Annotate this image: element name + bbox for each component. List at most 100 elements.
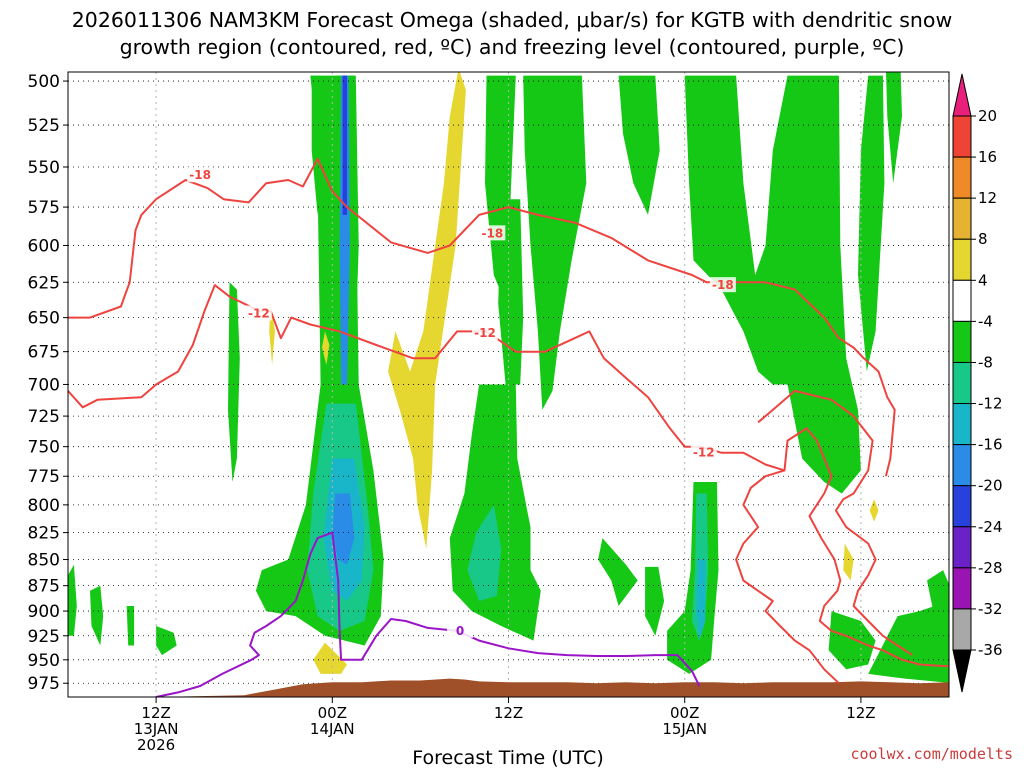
omega-region-3 bbox=[332, 493, 355, 565]
omega-region-28 bbox=[828, 611, 876, 670]
contour-label-bg bbox=[690, 444, 717, 460]
omega-region-31 bbox=[90, 585, 104, 646]
contour-line-1 bbox=[68, 284, 840, 684]
colorbar-label: 12 bbox=[978, 189, 997, 207]
colorbar-label: -20 bbox=[978, 477, 1003, 495]
colorbar-bin bbox=[952, 238, 972, 281]
contour-label-5: -12 bbox=[693, 446, 715, 460]
x-tick-label: 15JAN bbox=[662, 720, 707, 738]
omega-region-13 bbox=[869, 499, 879, 522]
y-tick-label: 625 bbox=[28, 273, 60, 293]
colorbar-bin bbox=[952, 156, 972, 199]
omega-region-34 bbox=[228, 282, 240, 482]
colorbar-bin bbox=[952, 197, 972, 240]
omega-region-15 bbox=[523, 75, 587, 410]
contour-line-2 bbox=[783, 427, 949, 668]
colorbar-label: -24 bbox=[978, 518, 1003, 536]
colorbar-bin bbox=[952, 115, 972, 158]
y-tick-label: 600 bbox=[28, 236, 60, 256]
colorbar-bin bbox=[952, 403, 972, 446]
x-tick-label: 13JAN bbox=[134, 720, 179, 738]
y-tick-label: 950 bbox=[28, 651, 60, 671]
omega-region-24 bbox=[696, 559, 706, 641]
omega-region-35 bbox=[886, 72, 902, 184]
x-axis-label: Forecast Time (UTC) bbox=[412, 747, 603, 768]
y-tick-label: 500 bbox=[28, 72, 60, 92]
y-tick-label: 975 bbox=[28, 674, 60, 694]
omega-region-26 bbox=[645, 566, 665, 636]
y-tick-label: 875 bbox=[28, 577, 60, 597]
omega-region-20 bbox=[498, 199, 524, 385]
omega-region-4 bbox=[311, 75, 322, 215]
contour-label-2: -18 bbox=[482, 226, 504, 240]
colorbar: 20 16 12 8 4 -4 -8 -12 -16 -20 -24 -28 -32 -36 bbox=[952, 73, 1003, 693]
contour-label-bg bbox=[447, 622, 474, 638]
chart-title-line2: growth region (contoured, red, ºC) and f… bbox=[120, 35, 905, 59]
colorbar-label: -12 bbox=[978, 395, 1003, 413]
x-tick-label: 14JAN bbox=[310, 720, 355, 738]
contour-lines: -18 -12 -18 -12 -18 -12 0 bbox=[68, 157, 949, 697]
colorbar-top-arrow bbox=[952, 73, 972, 117]
contour-label-bg bbox=[472, 324, 499, 340]
colorbar-label: 4 bbox=[978, 271, 988, 289]
contour-label-bg bbox=[709, 277, 736, 293]
y-tick-label: 525 bbox=[28, 116, 60, 136]
y-tick-label: 550 bbox=[28, 158, 60, 178]
y-tick-label: 675 bbox=[28, 343, 60, 363]
y-tick-label: 925 bbox=[28, 627, 60, 647]
y-tick-label: 700 bbox=[28, 375, 60, 395]
contour-label-3: -12 bbox=[474, 326, 496, 340]
contour-line-0 bbox=[68, 157, 896, 477]
y-tick-label: 575 bbox=[28, 198, 60, 218]
y-tick-label: 725 bbox=[28, 407, 60, 427]
omega-region-8 bbox=[388, 72, 466, 549]
colorbar-bin bbox=[952, 444, 972, 487]
colorbar-bin bbox=[952, 567, 972, 610]
colorbar-label: -8 bbox=[978, 353, 993, 371]
terrain-layer bbox=[68, 678, 949, 697]
omega-region-7 bbox=[342, 75, 347, 215]
y-tick-label: 775 bbox=[28, 467, 60, 487]
contour-label-1: -12 bbox=[248, 306, 270, 320]
omega-region-29 bbox=[927, 570, 949, 621]
terrain-fill bbox=[68, 678, 949, 697]
omega-region-9 bbox=[313, 642, 347, 674]
x-tick-label: 12Z bbox=[846, 704, 875, 722]
contour-line-3 bbox=[757, 389, 913, 656]
colorbar-bin bbox=[952, 608, 972, 651]
y-tick-label: 750 bbox=[28, 438, 60, 458]
x-tick-label: 12Z bbox=[141, 704, 170, 722]
omega-region-25 bbox=[598, 538, 638, 606]
colorbar-label: 8 bbox=[978, 230, 988, 248]
x-tick-label: 00Z bbox=[318, 704, 347, 722]
colorbar-label: -36 bbox=[978, 641, 1003, 659]
colorbar-bin bbox=[952, 279, 972, 322]
contour-label-6: 0 bbox=[456, 624, 464, 638]
omega-region-16 bbox=[618, 75, 660, 215]
omega-region-33 bbox=[156, 626, 177, 656]
colorbar-label: -16 bbox=[978, 436, 1003, 454]
colorbar-label: 20 bbox=[978, 107, 997, 125]
omega-region-6 bbox=[339, 75, 350, 385]
colorbar-label: 16 bbox=[978, 148, 997, 166]
omega-region-18 bbox=[858, 75, 885, 372]
colorbar-label: -28 bbox=[978, 559, 1003, 577]
y-tick-label: 900 bbox=[28, 602, 60, 622]
y-tick-label: 800 bbox=[28, 496, 60, 516]
x-tick-label: 2026 bbox=[137, 736, 175, 754]
site-credit: coolwx.com/modelts bbox=[850, 745, 1013, 763]
contour-label-bg bbox=[187, 167, 214, 183]
y-tick-label: 850 bbox=[28, 551, 60, 571]
colorbar-bin bbox=[952, 320, 972, 363]
colorbar-bin bbox=[952, 361, 972, 405]
y-tick-label: 825 bbox=[28, 524, 60, 544]
contour-label-bg bbox=[245, 305, 272, 321]
plot-area: -18 -12 -18 -12 -18 -12 0 bbox=[68, 72, 949, 697]
omega-region-11 bbox=[322, 331, 330, 365]
chart-title-line1: 2026011306 NAM3KM Forecast Omega (shaded… bbox=[72, 8, 952, 32]
y-tick-label: 650 bbox=[28, 309, 60, 329]
omega-region-27 bbox=[868, 601, 949, 683]
colorbar-bin bbox=[952, 485, 972, 528]
omega-region-21 bbox=[467, 504, 502, 601]
